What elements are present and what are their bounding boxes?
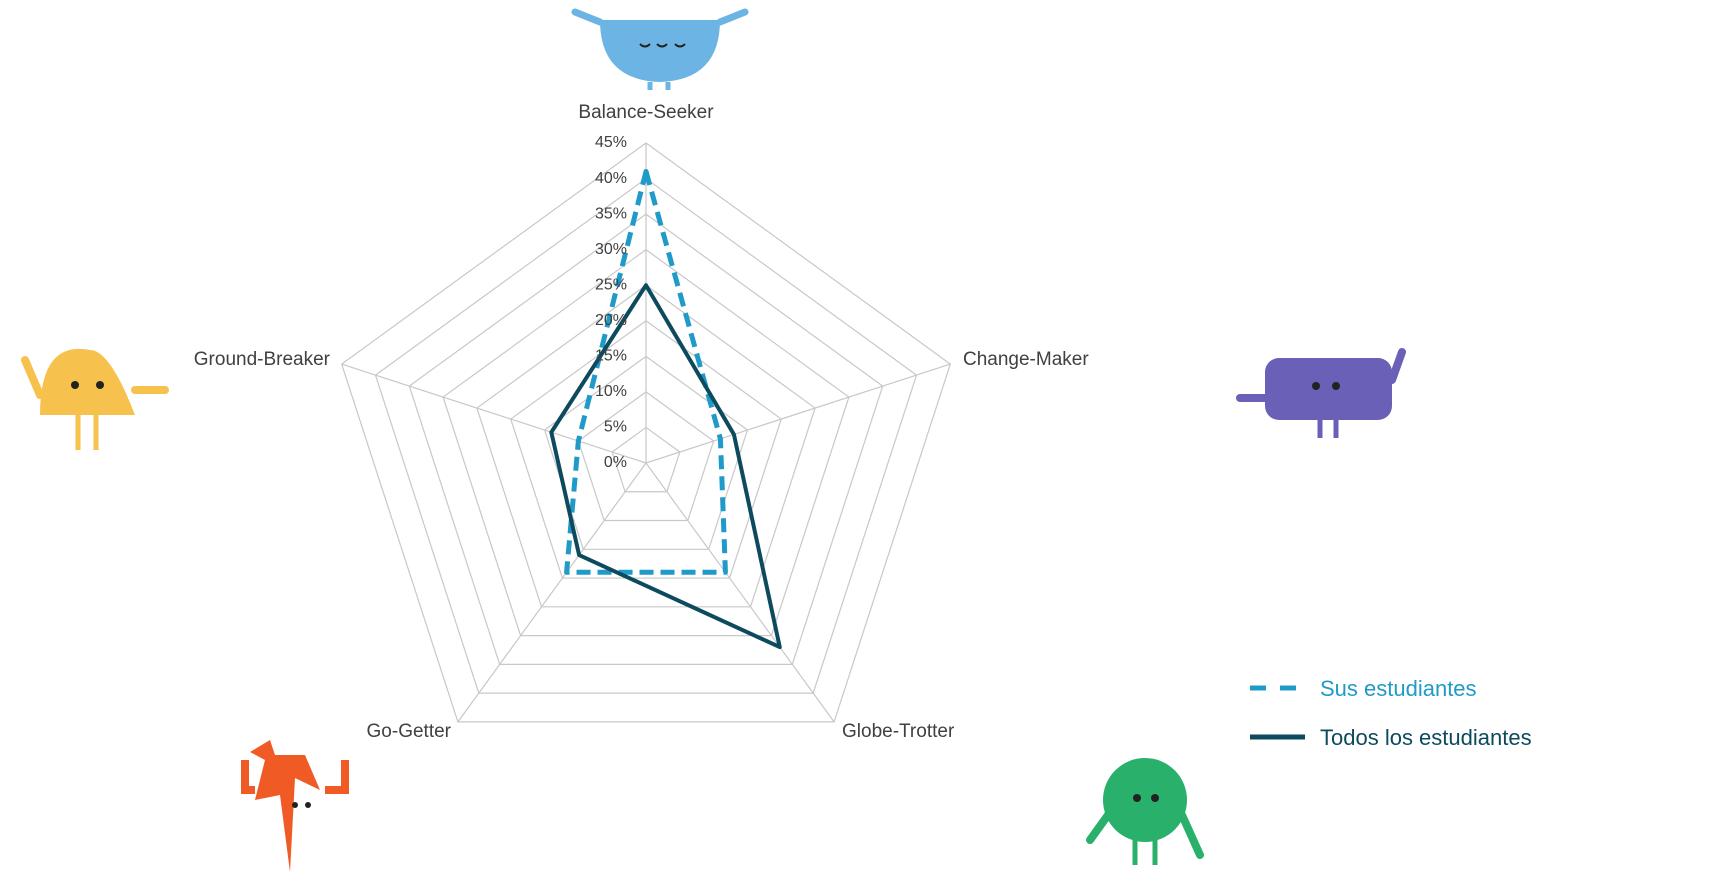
tick-label: 5% xyxy=(604,419,627,436)
tick-label: 10% xyxy=(595,383,627,400)
series-line xyxy=(549,283,782,650)
grid-ring xyxy=(442,248,850,637)
grid-ring xyxy=(476,284,816,608)
grid-ring xyxy=(611,426,681,493)
go-getter-icon xyxy=(241,740,349,872)
ground-breaker-icon xyxy=(21,348,169,450)
grid-ring xyxy=(408,213,884,665)
tick-label: 0% xyxy=(604,454,627,471)
axis-spoke xyxy=(457,462,647,723)
category-label: Ground-Breaker xyxy=(194,349,331,370)
tick-label: 15% xyxy=(595,348,627,365)
category-label: Go-Getter xyxy=(367,721,452,742)
grid-ring xyxy=(510,320,782,579)
category-label: Change-Maker xyxy=(963,349,1089,370)
category-label: Globe-Trotter xyxy=(842,721,955,742)
category-label: Balance-Seeker xyxy=(578,102,714,123)
legend-label: Todos los estudiantes xyxy=(1320,725,1532,750)
grid-ring xyxy=(374,177,918,694)
balance-seeker-icon xyxy=(571,8,749,90)
tick-label: 25% xyxy=(595,276,627,293)
axis-spoke xyxy=(645,363,951,464)
tick-label: 35% xyxy=(595,205,627,222)
axis-spoke xyxy=(341,363,647,464)
tick-label: 30% xyxy=(595,241,627,258)
legend-label: Sus estudiantes xyxy=(1320,676,1477,701)
tick-label: 40% xyxy=(595,170,627,187)
tick-label: 45% xyxy=(595,134,627,151)
change-maker-icon xyxy=(1236,348,1406,438)
grid-ring xyxy=(340,142,952,723)
tick-label: 20% xyxy=(595,312,627,329)
axis-spoke xyxy=(645,462,835,723)
globe-trotter-icon xyxy=(1086,758,1204,865)
grid-ring xyxy=(577,391,715,522)
